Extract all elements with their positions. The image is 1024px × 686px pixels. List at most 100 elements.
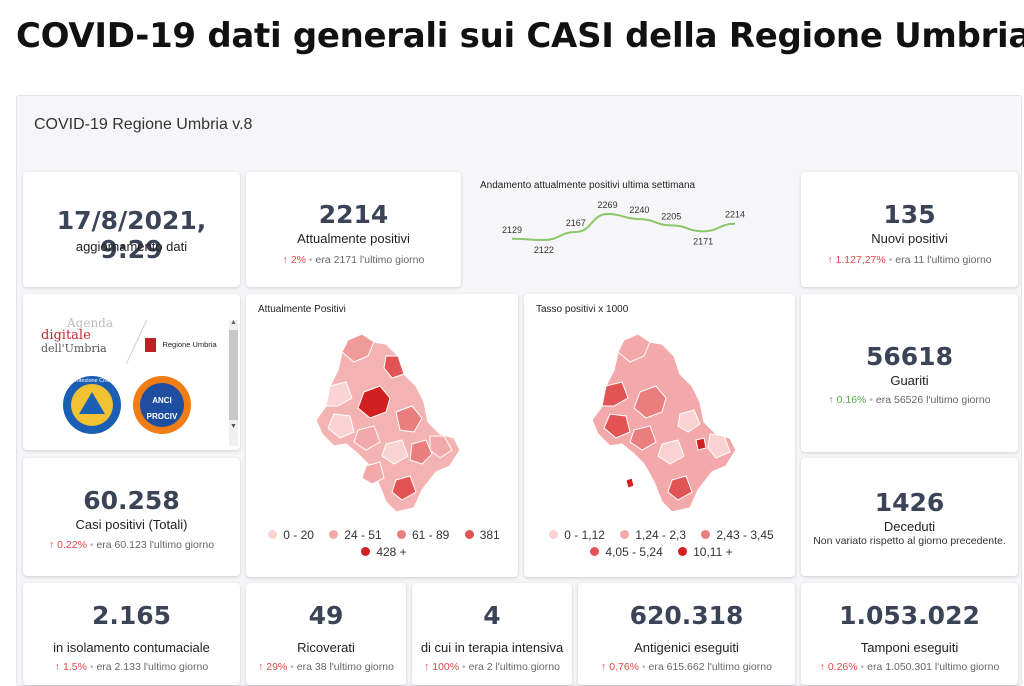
delta-previous: era 1.050.301 l'ultimo giorno <box>867 661 1000 673</box>
umbria-map-attualmente-positivi[interactable] <box>246 294 518 577</box>
legend-item: 428 + <box>357 544 407 561</box>
ricoverati-delta: ↑ 29% • era 38 l'ultimo giorno <box>258 661 394 673</box>
antigenici-delta: ↑ 0.76% • era 615.662 l'ultimo giorno <box>601 661 772 673</box>
arrow-up-icon: ↑ <box>828 394 834 406</box>
report-title: COVID-19 Regione Umbria v.8 <box>34 116 253 133</box>
ricoverati-card: 49 Ricoverati ↑ 29% • era 38 l'ultimo gi… <box>246 583 406 685</box>
map-tasso-positivi-card: Tasso positivi x 1000 0 - 1,12 1,24 - 2,… <box>524 294 795 577</box>
casi-totali-delta: ↑ 0.22% • era 60.123 l'ultimo giorno <box>48 539 215 551</box>
delta-previous: era 2171 l'ultimo giorno <box>315 254 425 266</box>
delta-previous: era 2.133 l'ultimo giorno <box>96 661 209 673</box>
delta-percent: 1.5% <box>62 661 87 673</box>
arrow-up-icon: ↑ <box>827 254 833 266</box>
trend-line <box>511 212 736 242</box>
map1-title: Attualmente Positivi <box>258 304 346 315</box>
legend-item: 61 - 89 <box>393 527 449 544</box>
trend-line-chart: 2129 2122 2167 2269 2240 2205 2171 2214 <box>502 200 745 255</box>
arrow-up-icon: ↑ <box>601 661 607 673</box>
trend-title: Andamento attualmente positivi ultima se… <box>480 180 696 191</box>
protezione-civile-logo: Protezione Civile <box>63 376 121 434</box>
delta-percent: 29% <box>266 661 288 673</box>
trend-data-label: 2214 <box>725 210 745 220</box>
map1-legend: 0 - 20 24 - 51 61 - 89 381 428 + <box>246 527 518 561</box>
deceduti-label: Deceduti <box>883 519 936 534</box>
legend-item: 1,24 - 2,3 <box>616 527 686 544</box>
terapia-value: 4 <box>483 601 501 630</box>
delta-percent: 100% <box>432 661 460 673</box>
legend-item: 10,11 + <box>674 544 733 561</box>
scroll-down-icon[interactable]: ▼ <box>230 423 237 430</box>
deceduti-note: Non variato rispetto al giorno precedent… <box>813 535 1006 547</box>
map-attualmente-positivi-card: Attualmente Positivi 0 - 20 24 - 51 61 -… <box>246 294 518 577</box>
arrow-up-icon: ↑ <box>54 661 61 673</box>
legend-item: 0 - 20 <box>264 527 314 544</box>
casi-totali-label: Casi positivi (Totali) <box>75 517 188 532</box>
delta-percent: 0.76% <box>609 661 639 673</box>
casi-totali-value: 60.258 <box>83 486 180 515</box>
arrow-up-icon: ↑ <box>819 661 825 673</box>
deceduti-card: 1426 Deceduti Non variato rispetto al gi… <box>801 458 1018 576</box>
isolamento-value: 2.165 <box>91 601 172 630</box>
arrow-up-icon: ↑ <box>48 539 55 551</box>
delta-previous: era 11 l'ultimo giorno <box>895 254 992 266</box>
legend-item: 0 - 1,12 <box>545 527 605 544</box>
nuovi-positivi-value: 135 <box>883 200 936 229</box>
delta-previous: era 2 l'ultimo giorno <box>468 661 560 673</box>
delta-percent: 1.127,27% <box>835 254 886 266</box>
logos-scroll-thumb[interactable] <box>229 330 238 420</box>
terapia-label: di cui in terapia intensiva <box>420 640 564 655</box>
scroll-up-icon[interactable]: ▲ <box>230 319 237 326</box>
tamponi-card: 1.053.022 Tamponi eseguiti ↑ 0.26% • era… <box>801 583 1018 685</box>
trend-data-label: 2129 <box>502 225 522 235</box>
trend-data-label: 2205 <box>661 211 681 221</box>
regione-umbria-logo: Regione Umbria <box>145 336 217 354</box>
tamponi-delta: ↑ 0.26% • era 1.050.301 l'ultimo giorno <box>819 661 1000 673</box>
ricoverati-value: 49 <box>308 601 344 630</box>
isolamento-label: in isolamento contumaciale <box>53 640 210 655</box>
delta-percent: 0.22% <box>57 539 87 551</box>
antigenici-label: Antigenici eseguiti <box>634 640 739 655</box>
umbria-map-tasso-positivi[interactable] <box>524 294 795 577</box>
logos-card: Agenda digitale dell'Umbria Regione Umbr… <box>23 294 240 450</box>
trend-data-label: 2122 <box>534 245 554 255</box>
legend-item: 24 - 51 <box>325 527 382 544</box>
delta-previous: era 38 l'ultimo giorno <box>296 661 394 673</box>
agenda-digitale-logo: Agenda digitale dell'Umbria <box>41 316 114 355</box>
antigenici-card: 620.318 Antigenici eseguiti ↑ 0.76% • er… <box>578 583 795 685</box>
guariti-value: 56618 <box>866 342 953 371</box>
delta-previous: era 56526 l'ultimo giorno <box>875 394 991 406</box>
isolamento-card: 2.165 in isolamento contumaciale ↑ 1.5% … <box>23 583 240 685</box>
guariti-delta: ↑ 0.16% • era 56526 l'ultimo giorno <box>828 394 991 406</box>
update-card: 17/8/2021, 9:29 aggiornamento dati <box>23 172 240 287</box>
ricoverati-label: Ricoverati <box>297 640 355 655</box>
arrow-up-icon: ↑ <box>282 254 288 266</box>
delta-percent: 0.16% <box>836 394 867 406</box>
trend-data-label: 2269 <box>598 200 618 210</box>
legend-item: 4,05 - 5,24 <box>586 544 663 561</box>
guariti-label: Guariti <box>890 373 929 388</box>
arrow-up-icon: ↑ <box>258 661 264 673</box>
update-datetime: 17/8/2021, 9:29 <box>56 206 207 264</box>
anci-prociv-logo: ANCI PROCIV <box>133 376 191 434</box>
attualmente-positivi-card: 2214 Attualmente positivi ↑ 2% • era 217… <box>246 172 461 287</box>
tamponi-value: 1.053.022 <box>839 601 980 630</box>
casi-totali-card: 60.258 Casi positivi (Totali) ↑ 0.22% • … <box>23 458 240 576</box>
report-container: COVID-19 Regione Umbria v.8 17/8/2021, 9… <box>16 95 1022 686</box>
legend-item: 381 <box>461 527 500 544</box>
nuovi-positivi-delta: ↑ 1.127,27% • era 11 l'ultimo giorno <box>827 254 992 266</box>
attualmente-positivi-value: 2214 <box>318 200 389 229</box>
trend-data-label: 2167 <box>566 218 586 228</box>
terapia-delta: ↑ 100% • era 2 l'ultimo giorno <box>424 661 560 673</box>
update-label: aggiornamento dati <box>75 239 188 254</box>
page-title: COVID-19 dati generali sui CASI della Re… <box>16 16 1024 56</box>
tamponi-label: Tamponi eseguiti <box>860 640 959 655</box>
trend-chart: Andamento attualmente positivi ultima se… <box>467 172 795 287</box>
antigenici-value: 620.318 <box>629 601 744 630</box>
deceduti-value: 1426 <box>874 488 945 517</box>
guariti-card: 56618 Guariti ↑ 0.16% • era 56526 l'ulti… <box>801 294 1018 452</box>
attualmente-positivi-delta: ↑ 2% • era 2171 l'ultimo giorno <box>282 254 425 266</box>
legend-item: 2,43 - 3,45 <box>697 527 774 544</box>
trend-data-label: 2240 <box>629 205 649 215</box>
delta-percent: 0.26% <box>827 661 858 673</box>
delta-previous: era 60.123 l'ultimo giorno <box>96 539 215 551</box>
